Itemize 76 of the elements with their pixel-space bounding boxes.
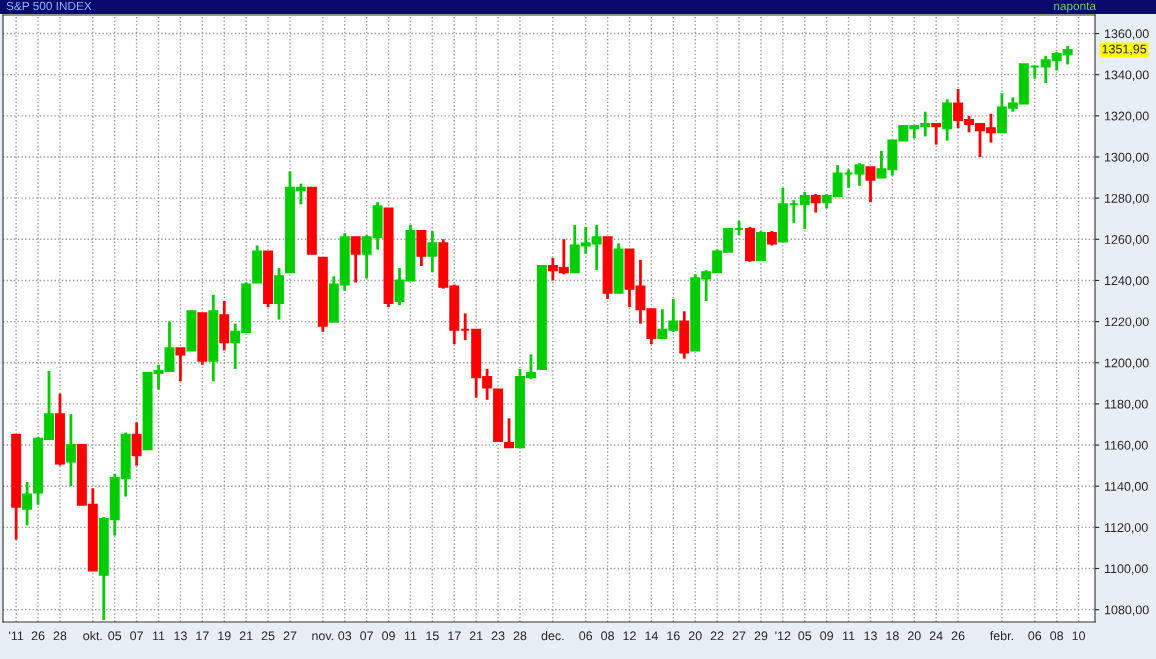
- x-tick-label: 17: [196, 631, 209, 641]
- x-tick-label: 25: [261, 631, 275, 641]
- x-tick-label: 08: [1050, 631, 1064, 641]
- candlestick: [175, 346, 186, 383]
- x-tick-label: 09: [820, 631, 834, 641]
- candlestick: [799, 190, 810, 231]
- x-tick-label: 17: [448, 631, 461, 641]
- x-tick-label: 05: [108, 631, 122, 641]
- x-tick-label: 11: [152, 631, 165, 641]
- y-tick-label: 1340,00: [1104, 70, 1149, 81]
- candlestick: [350, 235, 361, 284]
- x-tick-label: 29: [754, 631, 768, 641]
- y-tick-label: 1300,00: [1104, 152, 1149, 164]
- y-tick-label: 1100,00: [1104, 564, 1148, 575]
- x-tick-label: dec.: [541, 631, 564, 641]
- y-tick-label: 1240,00: [1104, 276, 1149, 287]
- x-tick-label: 23: [491, 631, 505, 641]
- x-tick-label: 24: [929, 631, 943, 641]
- x-tick-label: 12: [623, 631, 636, 641]
- x-tick-label: 15: [426, 631, 439, 641]
- x-tick-label: 08: [601, 631, 615, 641]
- x-tick-label: 10: [1072, 631, 1086, 641]
- candlestick: [65, 412, 76, 488]
- x-tick-label: 26: [951, 631, 965, 641]
- x-tick-label: 11: [404, 631, 417, 641]
- y-tick-label: 1220,00: [1104, 317, 1149, 328]
- x-tick-label: 20: [907, 631, 921, 641]
- x-tick-label: 18: [886, 631, 899, 641]
- y-tick-label: 1160,00: [1104, 440, 1148, 452]
- x-tick-label: '11: [9, 631, 24, 641]
- x-tick-label: 19: [218, 631, 231, 641]
- y-tick-label: 1180,00: [1104, 399, 1148, 411]
- candlestick: [131, 421, 142, 468]
- candlestick: [22, 480, 33, 527]
- x-tick-label: febr.: [989, 631, 1013, 641]
- y-tick-label: 1320,00: [1104, 111, 1149, 122]
- x-tick-label: '12: [775, 631, 791, 641]
- chart-title: S&P 500 INDEX: [6, 1, 92, 11]
- y-tick-label: 1360,00: [1104, 29, 1149, 40]
- x-tick-label: 05: [798, 631, 812, 641]
- x-tick-label: 11: [843, 631, 855, 641]
- x-tick-label: nov.: [312, 633, 334, 641]
- x-tick-label: 20: [688, 631, 702, 641]
- x-tick-label: 14: [645, 631, 658, 641]
- y-tick-label: 1280,00: [1104, 193, 1149, 205]
- x-tick-label: 26: [31, 631, 45, 641]
- y-tick-label: 1080,00: [1104, 605, 1149, 616]
- x-tick-label: 21: [469, 631, 483, 641]
- candlestick: [504, 416, 515, 449]
- x-tick-label: 06: [579, 631, 593, 641]
- y-tick-label: 1260,00: [1104, 235, 1149, 246]
- x-tick-label: 13: [174, 631, 187, 641]
- x-tick-label: 07: [130, 631, 143, 641]
- x-tick-label: 07: [360, 631, 373, 641]
- text: 1351,95: [1102, 44, 1147, 55]
- x-tick-label: 28: [513, 631, 527, 641]
- candlestick: [865, 165, 876, 204]
- x-tick-label: 27: [283, 631, 297, 641]
- y-tick-label: 1200,00: [1104, 358, 1149, 369]
- y-tick-label: 1140,00: [1104, 482, 1148, 493]
- x-tick-label: 09: [382, 631, 395, 641]
- x-tick-label: 16: [667, 631, 680, 641]
- candlestick: [810, 192, 821, 214]
- x-tick-label: okt.: [83, 631, 102, 641]
- x-tick-label: 21: [239, 631, 253, 641]
- x-tick-label: 06: [1028, 631, 1042, 641]
- x-tick-label: 22: [710, 631, 724, 641]
- x-tick-label: 28: [53, 631, 67, 641]
- candlestick: [427, 229, 438, 274]
- y-tick-label: 1120,00: [1104, 523, 1148, 534]
- x-tick-label: 13: [864, 631, 877, 641]
- x-tick-label: 27: [732, 631, 746, 641]
- x-tick-label: 03: [338, 631, 352, 641]
- chart-subtitle: naponta: [1054, 2, 1096, 13]
- candlestick: [854, 161, 865, 188]
- candlestick: [931, 122, 942, 147]
